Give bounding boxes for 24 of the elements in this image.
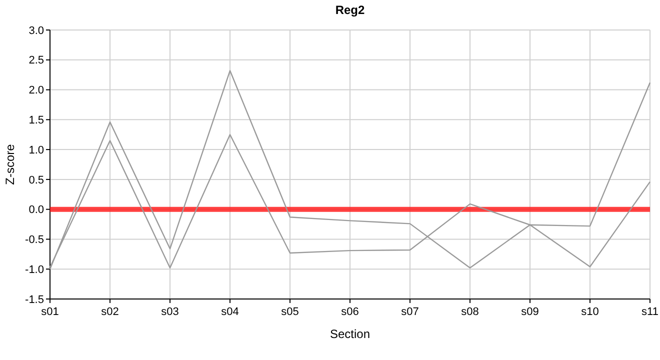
x-tick-label: s10 <box>581 306 599 318</box>
y-tick-label: 0.0 <box>28 204 44 216</box>
x-tick-label: s05 <box>281 306 299 318</box>
y-tick-label: -1.5 <box>25 294 44 306</box>
y-tick-label: 1.5 <box>28 114 44 127</box>
x-tick-label: s01 <box>41 306 59 318</box>
x-tick-label: s07 <box>401 306 419 318</box>
x-tick-label: s04 <box>221 306 239 318</box>
x-tick-label: s03 <box>161 306 179 318</box>
y-tick-label: -0.5 <box>25 234 44 246</box>
y-tick-label: 2.5 <box>28 54 44 67</box>
x-tick-label: s06 <box>341 306 359 318</box>
chart-title: Reg2 <box>335 3 365 17</box>
y-tick-label: 3.0 <box>28 24 44 37</box>
x-tick-label: s11 <box>642 306 658 318</box>
y-tick-label: 1.0 <box>28 144 44 156</box>
x-tick-label: s08 <box>461 306 479 318</box>
y-tick-label: 2.0 <box>28 84 44 97</box>
y-axis-title: Z-score <box>3 144 17 185</box>
y-tick-label: 0.5 <box>28 174 44 186</box>
y-tick-label: -1.0 <box>25 264 44 276</box>
x-tick-label: s09 <box>521 306 539 318</box>
x-tick-label: s02 <box>101 306 119 318</box>
x-axis-title: Section <box>330 327 370 341</box>
